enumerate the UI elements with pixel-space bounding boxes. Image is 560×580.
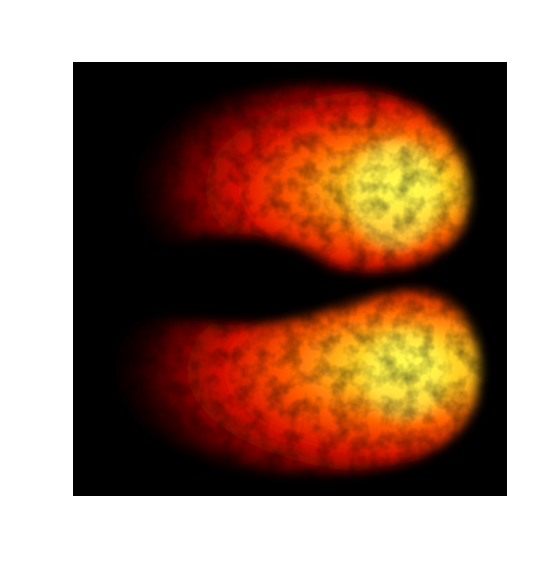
texture — [73, 62, 507, 496]
heat-blobs — [73, 62, 507, 496]
